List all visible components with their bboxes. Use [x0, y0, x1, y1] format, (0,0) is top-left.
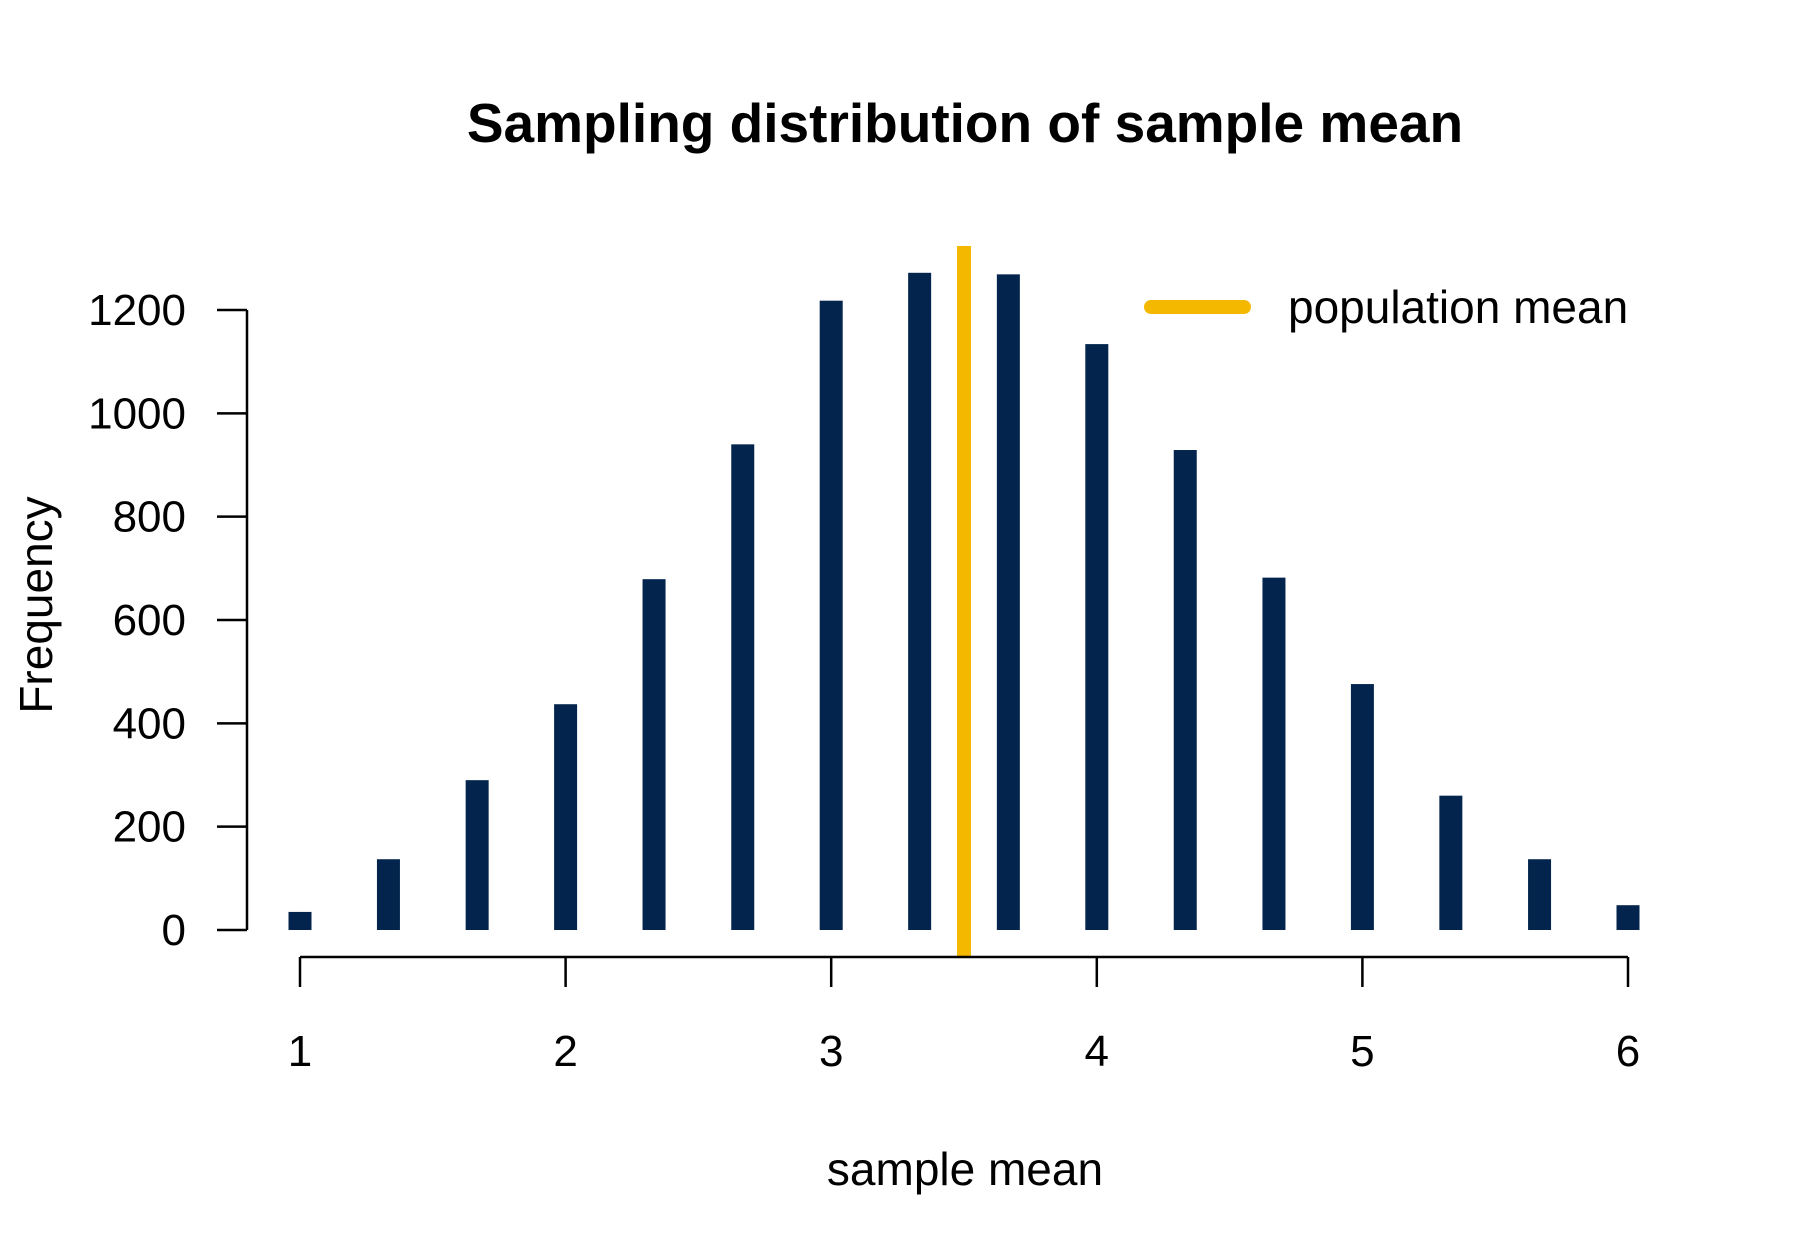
- bars-group: [288, 272, 1640, 931]
- y-tick-label: 600: [113, 596, 186, 645]
- histogram-bar: [819, 300, 843, 930]
- histogram-bar: [1262, 577, 1286, 930]
- histogram-bar: [376, 859, 400, 930]
- x-tick-label: 1: [288, 1027, 312, 1076]
- histogram-bar: [908, 272, 932, 930]
- y-axis-label: Frequency: [10, 496, 62, 713]
- x-axis-ticks: 1 2 3 4 5 6: [288, 957, 1640, 1076]
- histogram-bar: [1439, 795, 1463, 930]
- y-tick-label: 400: [113, 699, 186, 748]
- x-tick-label: 5: [1350, 1027, 1374, 1076]
- x-tick-label: 3: [819, 1027, 843, 1076]
- histogram-bar: [996, 274, 1020, 931]
- y-tick-label: 1200: [88, 286, 186, 335]
- x-tick-label: 4: [1085, 1027, 1109, 1076]
- x-tick-label: 2: [553, 1027, 577, 1076]
- x-axis-label: sample mean: [827, 1143, 1103, 1195]
- chart-title: Sampling distribution of sample mean: [467, 92, 1463, 154]
- y-tick-label: 800: [113, 493, 186, 542]
- histogram-bar: [1173, 450, 1197, 930]
- histogram-bar: [731, 444, 755, 930]
- histogram-bar: [642, 579, 666, 930]
- legend-label-population-mean: population mean: [1288, 281, 1628, 333]
- y-tick-label: 200: [113, 803, 186, 852]
- histogram-bar: [1616, 905, 1640, 930]
- histogram-bar: [1350, 684, 1374, 930]
- x-tick-label: 6: [1616, 1027, 1640, 1076]
- histogram-bar: [288, 911, 312, 930]
- histogram-bar: [465, 780, 489, 930]
- y-axis-ticks: 0 200 400 600 800 1000 1200: [88, 286, 247, 955]
- histogram-bar: [1528, 859, 1552, 930]
- histogram-bar: [1085, 344, 1109, 931]
- y-tick-label: 0: [162, 906, 186, 955]
- legend: population mean: [1144, 281, 1628, 333]
- histogram-bar: [554, 704, 578, 930]
- y-tick-label: 1000: [88, 389, 186, 438]
